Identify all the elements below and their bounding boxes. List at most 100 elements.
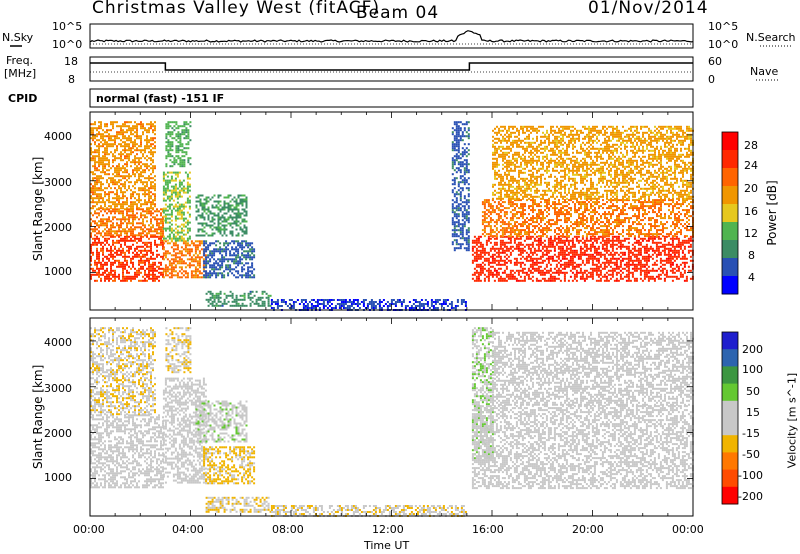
data-cell [336,299,339,301]
data-cell [132,127,134,130]
data-cell [461,189,464,192]
data-cell [166,213,169,216]
data-cell [209,274,212,277]
velocity-cbar-tick: -100 [738,469,763,482]
data-cell [94,263,96,266]
data-cell [332,307,335,309]
data-cell [122,137,124,140]
data-cell [675,255,678,258]
data-cell [160,263,162,266]
data-cell [643,265,646,268]
data-cell [535,243,538,246]
data-cell [525,255,528,258]
data-cell [184,276,187,279]
data-cell [130,147,132,150]
data-cell [376,303,379,305]
data-cell [651,249,654,252]
data-cell [225,266,228,269]
data-cell [114,155,116,158]
data-cell [456,301,459,303]
data-cell [108,183,110,186]
data-cell [118,167,120,170]
data-cell [90,191,92,194]
data-cell [211,196,214,199]
data-cell [663,279,666,282]
data-cell [348,299,351,301]
data-cell [158,237,160,240]
data-cell [251,258,254,261]
data-cell [487,279,490,282]
data-cell [414,301,417,303]
data-cell [120,125,122,128]
data-cell [154,165,156,168]
data-cell [128,245,130,248]
data-cell [599,277,602,280]
data-cell [235,270,238,273]
data-cell [457,157,460,160]
data-cell [627,261,630,264]
data-cell [639,263,642,266]
data-cell [148,147,150,150]
data-cell [211,254,214,257]
data-cell [211,234,214,237]
data-cell [671,267,674,270]
data-cell [261,304,264,307]
data-cell [124,235,126,238]
data-cell [553,277,556,280]
data-cell [168,229,171,232]
data-cell [198,262,201,265]
data-cell [203,254,206,257]
data-cell [681,241,684,244]
data-cell [186,173,189,176]
data-cell [274,301,277,303]
data-cell [661,249,664,252]
data-cell [487,239,490,242]
data-cell [251,264,254,267]
data-cell [633,279,636,282]
data-cell [235,260,238,263]
data-cell [501,249,504,252]
data-cell [146,193,148,196]
data-cell [178,262,181,265]
data-cell [561,255,564,258]
data-cell [615,257,618,260]
data-cell [106,193,108,196]
data-cell [176,248,179,251]
data-cell [165,147,168,150]
data-cell [541,245,544,248]
data-cell [126,179,128,182]
data-cell [152,165,154,168]
data-cell [120,232,122,235]
data-cell [563,249,566,252]
data-cell [94,169,96,172]
data-cell [601,237,604,240]
data-cell [104,123,106,126]
data-cell [330,307,333,309]
data-cell [160,214,162,217]
data-cell [205,262,208,265]
data-cell [156,220,158,223]
data-cell [221,228,224,231]
data-cell [569,249,572,252]
data-cell [112,273,114,276]
data-cell [144,259,146,262]
data-cell [326,303,329,305]
data-cell [112,249,114,252]
data-cell [553,239,556,242]
data-cell [499,255,502,258]
data-cell [675,257,678,260]
data-cell [116,203,118,206]
data-cell [114,207,116,210]
data-cell [136,251,138,254]
data-cell [134,157,136,160]
data-cell [102,177,104,180]
data-cell [231,296,234,299]
data-cell [142,224,144,227]
data-cell [563,251,566,254]
data-cell [98,207,100,210]
data-cell [90,224,92,227]
data-cell [497,251,500,254]
data-cell [651,247,654,250]
data-cell [203,266,206,269]
data-cell [112,123,114,126]
